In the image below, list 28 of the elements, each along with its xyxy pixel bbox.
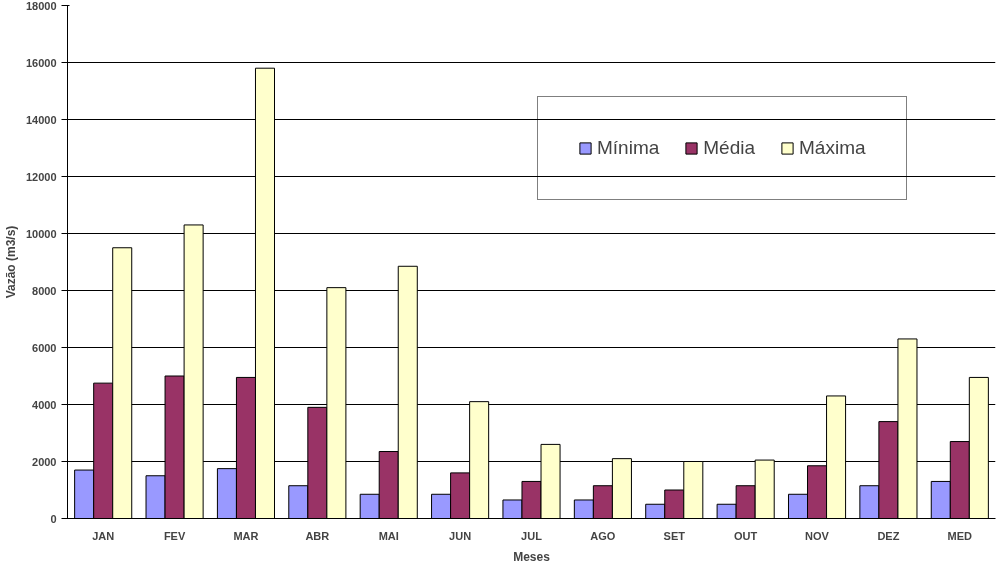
legend-label: Mínima — [597, 137, 660, 159]
y-tick-label: 2000 — [32, 455, 57, 468]
y-tick-label: 4000 — [32, 398, 57, 411]
x-axis-title: Meses — [513, 549, 551, 564]
x-tick-label: ABR — [305, 529, 330, 542]
x-tick-label: MAR — [233, 529, 259, 542]
x-tick-label: SET — [663, 529, 686, 542]
x-tick-label: MED — [947, 529, 973, 542]
x-tick-label: OUT — [734, 529, 758, 542]
y-tick-label: 8000 — [32, 284, 57, 297]
y-axis-title: Vazão (m3/s) — [3, 225, 18, 299]
y-tick-label: 12000 — [25, 170, 57, 183]
x-tick-label: JUL — [521, 529, 543, 542]
x-tick-label: MAI — [378, 529, 399, 542]
y-tick-label: 6000 — [32, 341, 57, 354]
x-tick-label: NOV — [805, 529, 830, 542]
x-tick-label: JUN — [449, 529, 472, 542]
y-tick-label: 18000 — [25, 0, 57, 12]
x-tick-label: AGO — [590, 529, 616, 542]
y-tick-label: 14000 — [25, 113, 57, 126]
legend-label: Máxima — [799, 137, 866, 159]
legend-label: Média — [703, 137, 756, 159]
x-tick-label: FEV — [163, 529, 186, 542]
x-tick-label: DEZ — [877, 529, 900, 542]
y-tick-label: 10000 — [25, 227, 57, 240]
y-tick-label: 16000 — [25, 56, 57, 69]
y-tick-label: 0 — [50, 512, 57, 525]
x-tick-label: JAN — [92, 529, 115, 542]
